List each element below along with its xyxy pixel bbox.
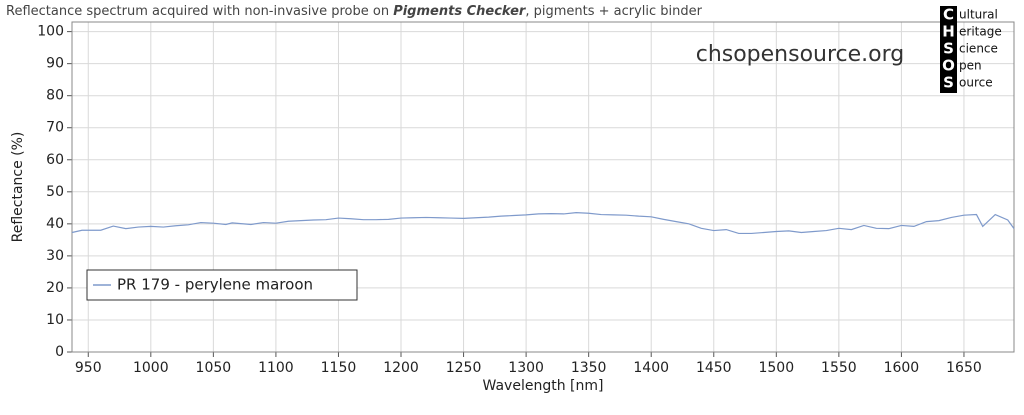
x-tick-label: 1350 [571,360,607,376]
x-tick-label: 1200 [383,360,419,376]
y-tick-label: 80 [46,88,64,104]
logo-word: cience [959,42,998,56]
chart-title: Reflectance spectrum acquired with non-i… [6,4,703,19]
y-tick-label: 50 [46,184,64,200]
x-tick-label: 1100 [258,360,294,376]
logo-bar [940,6,957,93]
y-tick-label: 60 [46,152,64,168]
title-part: Pigments Checker [393,4,527,19]
legend-box [86,269,358,301]
logo-word: ultural [959,8,998,22]
y-tick-label: 10 [46,312,64,328]
y-tick-label: 0 [55,344,64,360]
logo-letter: S [943,40,954,58]
y-tick-label: 90 [46,56,64,72]
plot-area: 0 10 20 30 40 50 60 70 80 90 100 950 1000 1050 1100 115… [37,21,1015,376]
y-tick-label: 20 [46,280,64,296]
x-tick-label: 1150 [321,360,357,376]
x-tick-label: 1600 [884,360,920,376]
logo-word: pen [959,59,982,73]
x-tick-label: 1300 [508,360,544,376]
y-tick-label: 40 [46,216,64,232]
x-tick-label: 1450 [696,360,732,376]
logo-letter: C [943,6,954,24]
legend: PR 179 - perylene maroon [86,269,358,301]
x-tick-label: 1650 [946,360,982,376]
x-tick-label: 1550 [821,360,857,376]
logo-word: eritage [959,25,1002,39]
y-tick-label: 30 [46,248,64,264]
logo-word: ource [959,76,993,90]
y-tick-label: 70 [46,120,64,136]
x-tick-label: 1400 [633,360,669,376]
x-axis-label: Wavelength [nm] [483,378,604,394]
logo-letter: S [943,74,954,92]
logo-letter: H [942,23,955,41]
y-axis-label: Reflectance (%) [10,132,26,243]
legend-label: PR 179 - perylene maroon [117,276,313,294]
title-part: Reflectance spectrum acquired with non-i… [6,4,393,19]
x-tick-label: 950 [75,360,102,376]
x-tick-label: 1250 [446,360,482,376]
y-tick-label: 100 [37,24,64,40]
watermark: chsopensource.org [696,42,905,67]
logo-letter: O [942,57,955,75]
plot-border [71,21,1015,353]
x-tick-label: 1000 [133,360,169,376]
x-tick-label: 1500 [758,360,794,376]
title-part: , pigments + acrylic binder [525,4,702,19]
x-tick-label: 1050 [196,360,232,376]
data-line [71,212,1015,235]
